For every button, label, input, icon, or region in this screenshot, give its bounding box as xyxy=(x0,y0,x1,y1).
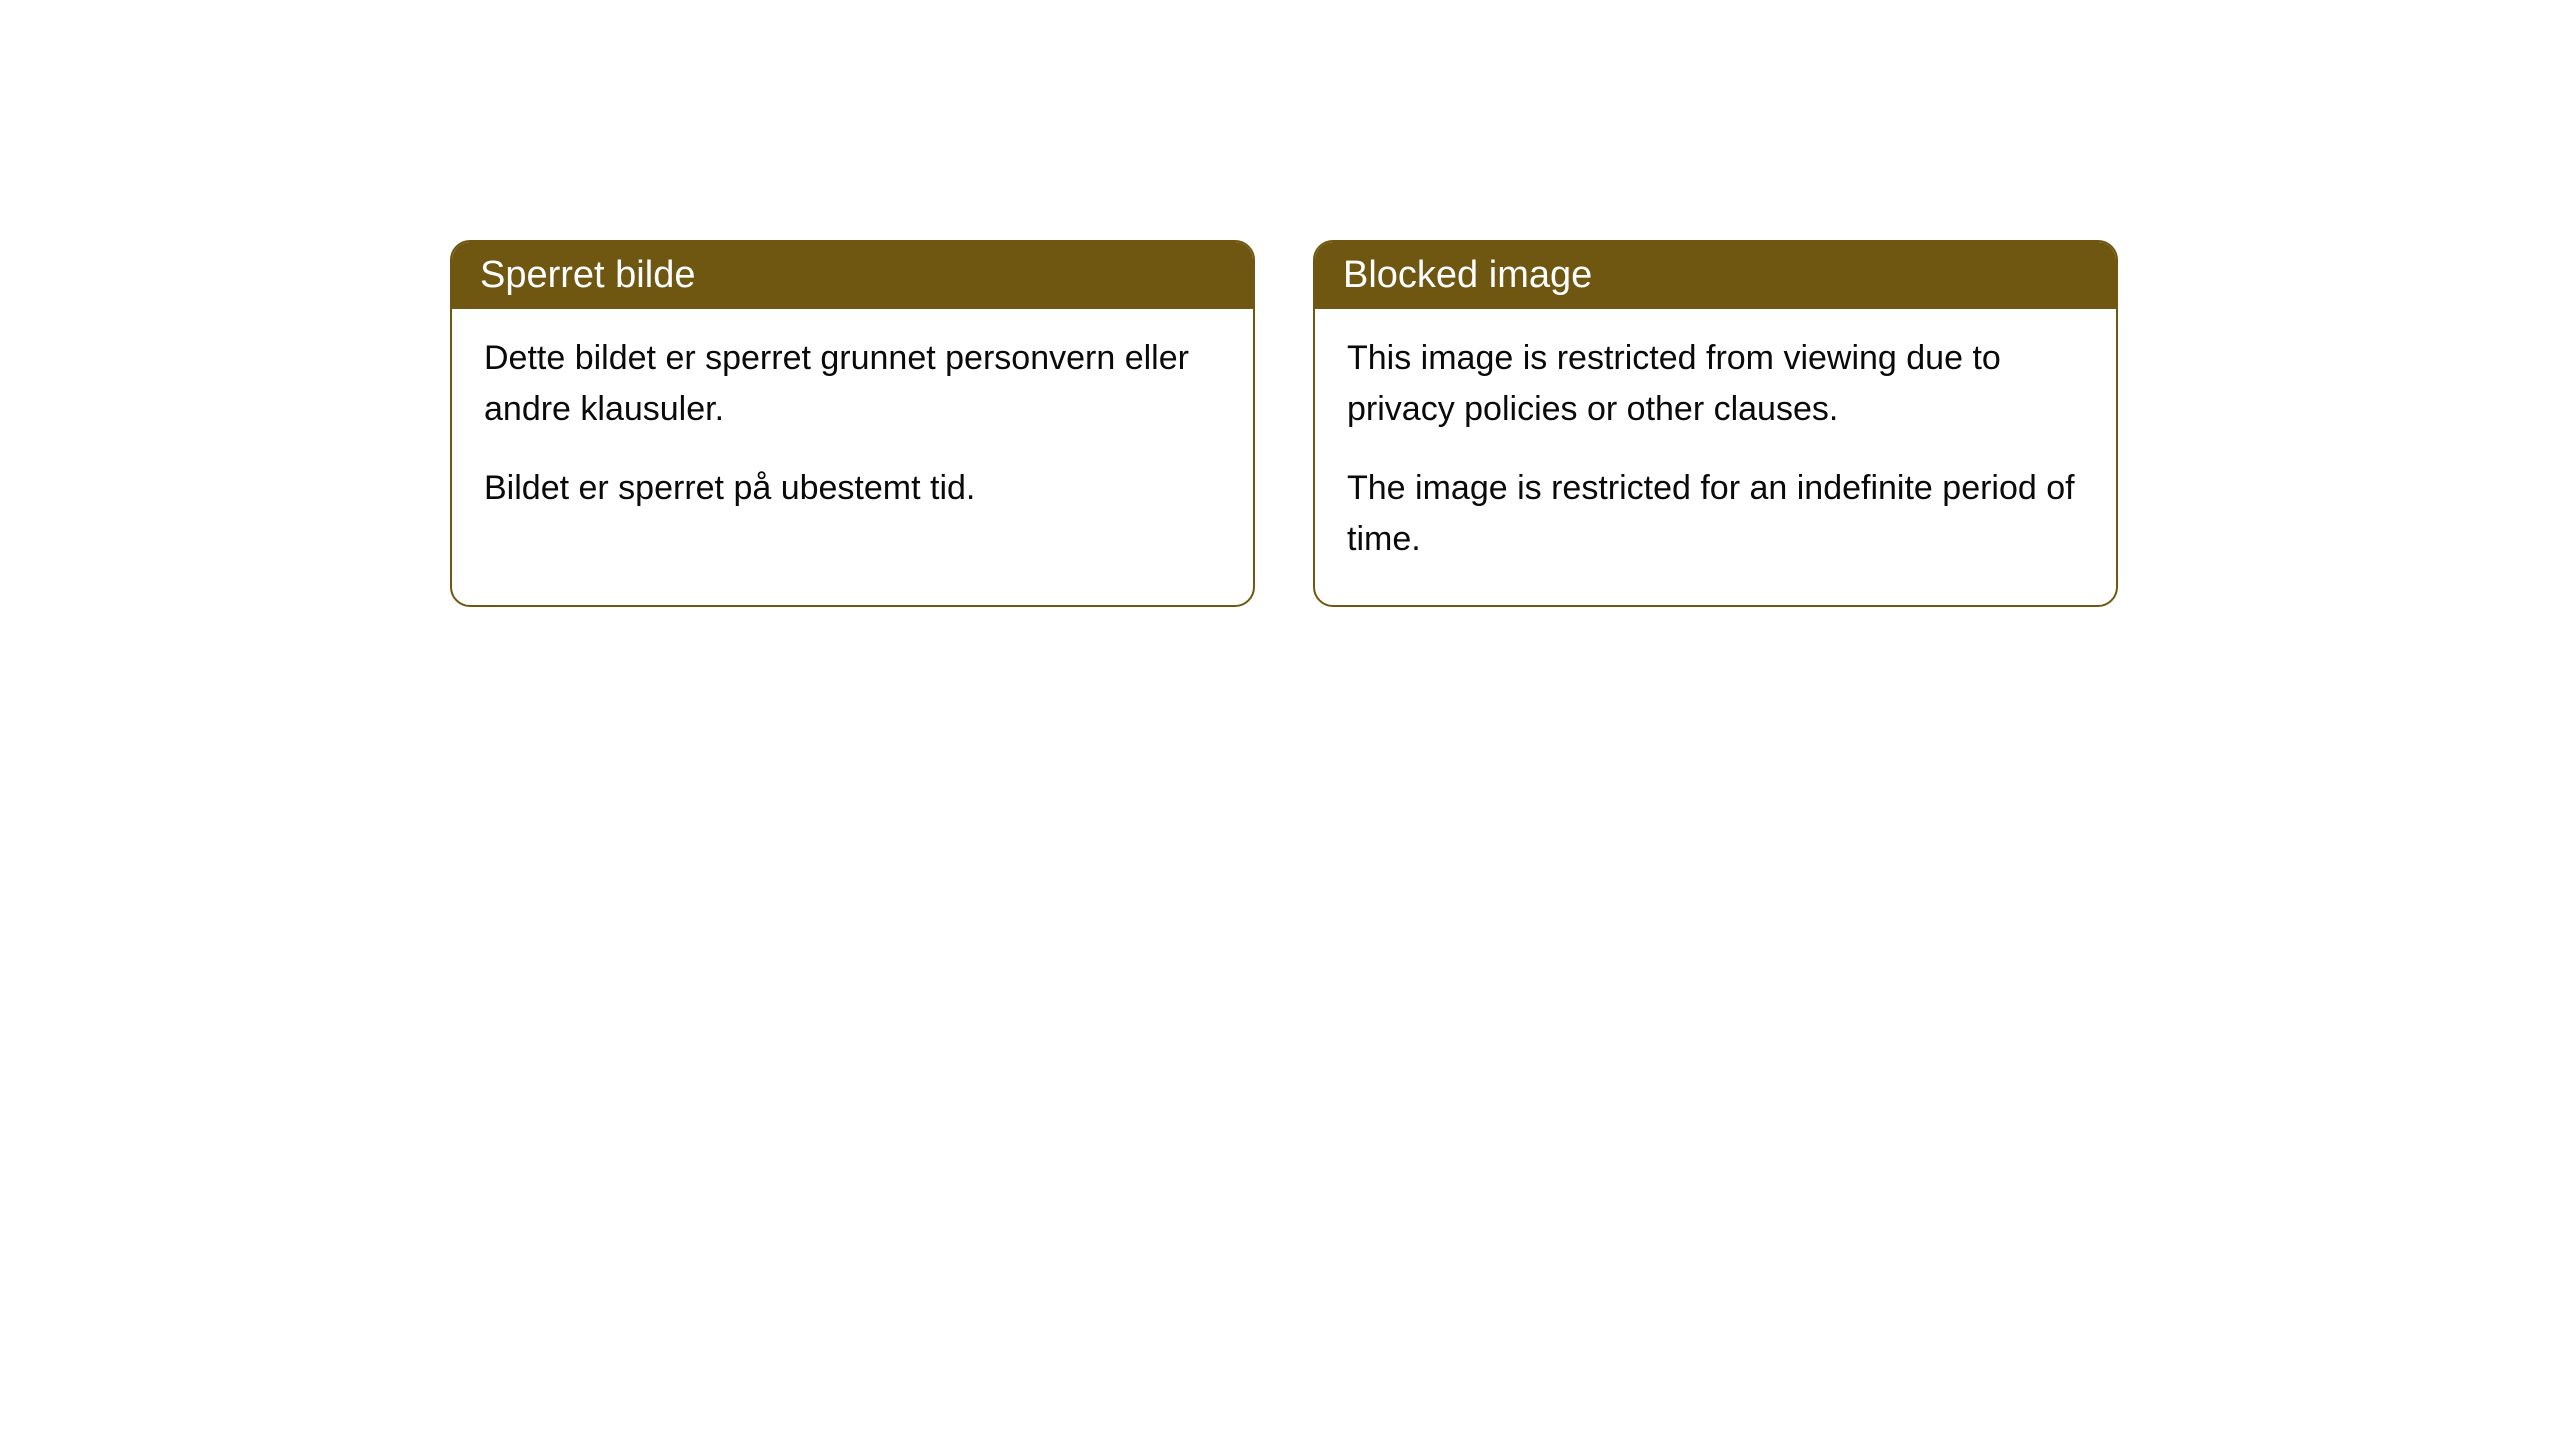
card-header-norwegian: Sperret bilde xyxy=(452,242,1253,309)
card-body-english: This image is restricted from viewing du… xyxy=(1315,309,2116,605)
card-title-norwegian: Sperret bilde xyxy=(480,254,695,296)
notice-card-english: Blocked image This image is restricted f… xyxy=(1313,240,2118,607)
card-header-english: Blocked image xyxy=(1315,242,2116,309)
card-paragraph-2-norwegian: Bildet er sperret på ubestemt tid. xyxy=(484,463,1221,514)
notice-cards-container: Sperret bilde Dette bildet er sperret gr… xyxy=(450,240,2560,607)
card-title-english: Blocked image xyxy=(1343,254,1592,296)
card-paragraph-1-english: This image is restricted from viewing du… xyxy=(1347,333,2084,435)
card-paragraph-1-norwegian: Dette bildet er sperret grunnet personve… xyxy=(484,333,1221,435)
notice-card-norwegian: Sperret bilde Dette bildet er sperret gr… xyxy=(450,240,1255,607)
card-paragraph-2-english: The image is restricted for an indefinit… xyxy=(1347,463,2084,565)
card-body-norwegian: Dette bildet er sperret grunnet personve… xyxy=(452,309,1253,554)
